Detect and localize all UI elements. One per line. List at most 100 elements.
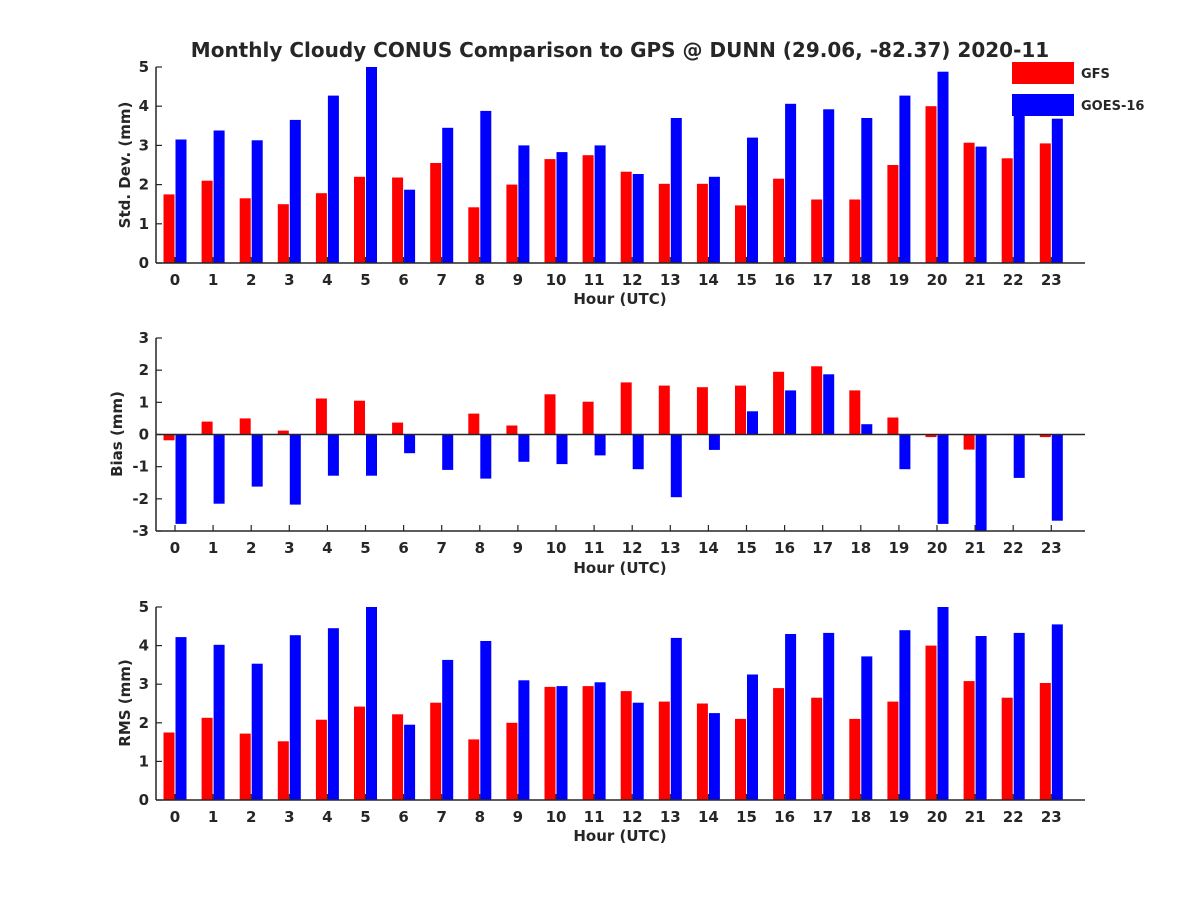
rms-bar-gfs-2: [239, 733, 251, 800]
std-dev-ytick-label: 3: [139, 136, 149, 154]
std-dev-bar-gfs-11: [582, 155, 594, 263]
std-dev-ytick-label: 4: [139, 97, 149, 115]
bias-ytick-label: 1: [139, 393, 149, 411]
std-dev-xtick-label: 10: [546, 271, 567, 289]
rms-xtick-label: 18: [850, 808, 871, 826]
rms-bar-gfs-0: [163, 732, 175, 800]
std-dev-xtick-label: 21: [965, 271, 986, 289]
bias-xtick-label: 11: [584, 539, 605, 557]
bias-bar-goes16-4: [327, 434, 339, 476]
rms-ytick-label: 2: [139, 714, 149, 732]
rms-bar-gfs-13: [658, 701, 670, 800]
std-dev-ylabel: Std. Dev. (mm): [116, 102, 134, 229]
bias-xtick-label: 8: [475, 539, 485, 557]
bias-xtick-label: 7: [436, 539, 446, 557]
bias-ytick-label: 0: [139, 426, 149, 444]
bias-xtick-label: 16: [774, 539, 795, 557]
std-dev-bar-gfs-1: [201, 180, 213, 263]
bias-xtick-label: 1: [208, 539, 218, 557]
bias-bar-goes16-10: [556, 434, 568, 465]
rms-xtick-label: 21: [965, 808, 986, 826]
std-dev-xtick-label: 7: [436, 271, 446, 289]
std-dev-bar-goes16-13: [670, 118, 682, 263]
rms-bar-gfs-15: [735, 718, 746, 800]
rms-xtick-label: 13: [660, 808, 681, 826]
rms-bar-gfs-19: [887, 701, 899, 800]
rms-bar-goes16-14: [708, 713, 720, 800]
legend-swatch-gfs: [1012, 62, 1074, 84]
bias-bar-gfs-16: [773, 371, 785, 435]
rms-bar-goes16-18: [861, 656, 873, 800]
rms-xtick-label: 19: [888, 808, 909, 826]
rms-bar-goes16-10: [556, 686, 568, 800]
rms-ytick-label: 4: [139, 637, 149, 655]
std-dev-bar-gfs-14: [696, 183, 708, 263]
bias-bar-gfs-8: [468, 413, 480, 435]
bias-bar-goes16-12: [632, 434, 644, 470]
std-dev-ytick-label: 5: [139, 58, 149, 76]
bias-xtick-label: 10: [546, 539, 567, 557]
rms-bar-gfs-20: [925, 645, 937, 800]
bias-bar-goes16-2: [251, 434, 263, 487]
std-dev-xtick-label: 20: [927, 271, 948, 289]
rms-xtick-label: 11: [584, 808, 605, 826]
std-dev-bar-goes16-17: [823, 109, 835, 263]
rms-bar-gfs-6: [392, 714, 404, 800]
rms-bar-gfs-3: [277, 741, 289, 800]
bias-xtick-label: 5: [360, 539, 370, 557]
std-dev-xtick-label: 12: [622, 271, 643, 289]
bias-bar-gfs-17: [811, 366, 823, 435]
bias-bar-goes16-5: [366, 434, 377, 476]
std-dev-bar-gfs-21: [963, 142, 975, 263]
bias-xtick-label: 19: [888, 539, 909, 557]
std-dev-bar-goes16-6: [404, 189, 416, 263]
rms-bar-goes16-6: [404, 724, 416, 800]
rms-bar-gfs-16: [773, 688, 785, 800]
rms-bar-goes16-4: [327, 628, 339, 800]
rms-bar-goes16-5: [366, 607, 377, 800]
legend-label-gfs: GFS: [1081, 67, 1110, 82]
bias-bar-gfs-20: [925, 434, 937, 438]
std-dev-bar-gfs-10: [544, 159, 556, 263]
std-dev-bar-goes16-14: [708, 176, 720, 263]
std-dev-bar-goes16-12: [632, 174, 644, 263]
bias-ytick-label: -1: [132, 458, 149, 476]
rms-xtick-label: 16: [774, 808, 795, 826]
bias-bar-gfs-6: [392, 422, 404, 435]
rms-xtick-label: 23: [1041, 808, 1062, 826]
bias-bar-gfs-12: [620, 382, 632, 435]
std-dev-bar-gfs-15: [735, 205, 746, 263]
bias-xtick-label: 4: [322, 539, 332, 557]
rms-bar-goes16-12: [632, 702, 644, 800]
rms-xtick-label: 15: [736, 808, 757, 826]
bias-xtick-label: 22: [1003, 539, 1024, 557]
std-dev-bar-gfs-3: [277, 204, 289, 263]
bias-bar-goes16-21: [975, 434, 987, 531]
bias-bar-goes16-17: [823, 374, 835, 435]
bias-ytick-label: -2: [132, 490, 149, 508]
rms-bar-gfs-14: [696, 703, 708, 800]
std-dev-bar-gfs-22: [1001, 158, 1013, 263]
rms-bar-goes16-7: [442, 659, 454, 800]
std-dev-xtick-label: 8: [475, 271, 485, 289]
bias-bar-gfs-21: [963, 434, 975, 450]
rms-xtick-label: 6: [398, 808, 408, 826]
bias-bar-goes16-1: [213, 434, 225, 504]
rms-xlabel: Hour (UTC): [573, 827, 666, 845]
bias-bar-gfs-14: [696, 387, 708, 435]
std-dev-bar-goes16-18: [861, 118, 873, 263]
bias-xtick-label: 15: [736, 539, 757, 557]
bias-bar-goes16-11: [594, 434, 606, 456]
std-dev-bar-goes16-3: [289, 119, 301, 264]
std-dev-bar-gfs-12: [620, 171, 632, 263]
std-dev-bar-gfs-7: [430, 163, 442, 263]
bias-xtick-label: 6: [398, 539, 408, 557]
rms-ytick-label: 3: [139, 675, 149, 693]
bias-xtick-label: 21: [965, 539, 986, 557]
std-dev-bar-gfs-4: [315, 193, 327, 263]
bias-bar-goes16-9: [518, 434, 530, 462]
std-dev-xtick-label: 15: [736, 271, 757, 289]
bias-ytick-label: 3: [139, 329, 149, 347]
bias-bar-goes16-3: [289, 434, 301, 505]
